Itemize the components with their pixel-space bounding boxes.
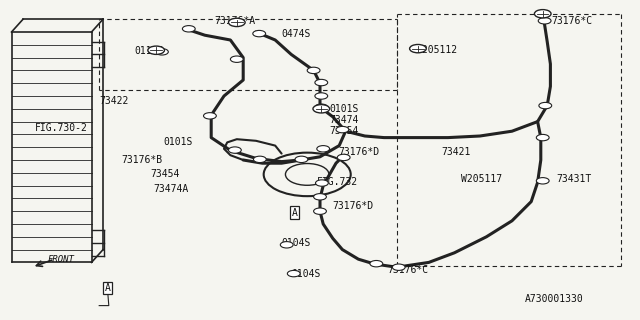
Text: A: A: [291, 208, 298, 218]
Text: 0118S: 0118S: [134, 46, 164, 56]
Text: 0104S: 0104S: [291, 268, 321, 279]
Text: A730001330: A730001330: [525, 294, 584, 304]
Circle shape: [295, 156, 308, 163]
Circle shape: [410, 44, 426, 53]
Circle shape: [337, 154, 350, 161]
Circle shape: [370, 260, 383, 267]
Text: W205112: W205112: [416, 44, 457, 55]
Circle shape: [539, 102, 552, 109]
Circle shape: [253, 30, 266, 37]
Text: 0104S: 0104S: [282, 238, 311, 248]
Circle shape: [280, 242, 293, 248]
Text: 73176*C: 73176*C: [387, 265, 428, 276]
Circle shape: [317, 146, 330, 152]
Text: 73422: 73422: [99, 96, 129, 106]
Text: 73176*D: 73176*D: [338, 147, 379, 157]
Circle shape: [148, 46, 164, 54]
Circle shape: [316, 180, 328, 186]
Circle shape: [156, 49, 168, 55]
Circle shape: [253, 156, 266, 163]
Text: 73431T: 73431T: [557, 174, 592, 184]
Text: 73176*D: 73176*D: [333, 201, 374, 212]
Text: A: A: [104, 283, 111, 293]
Text: 73474A: 73474A: [154, 184, 189, 194]
Circle shape: [230, 56, 243, 62]
Circle shape: [228, 147, 241, 153]
Circle shape: [287, 270, 300, 277]
Text: 0474S: 0474S: [282, 28, 311, 39]
Circle shape: [315, 79, 328, 86]
Circle shape: [307, 67, 320, 74]
Circle shape: [538, 18, 551, 24]
Text: W205117: W205117: [461, 174, 502, 184]
Text: FIG.730-2: FIG.730-2: [35, 123, 88, 133]
Circle shape: [182, 26, 195, 32]
Circle shape: [315, 93, 328, 99]
Circle shape: [314, 208, 326, 214]
Text: 73176*B: 73176*B: [122, 155, 163, 165]
Text: 73454: 73454: [150, 169, 180, 180]
Text: FIG.732: FIG.732: [317, 177, 358, 188]
Circle shape: [313, 105, 330, 113]
Text: 73421: 73421: [442, 147, 471, 157]
Circle shape: [536, 134, 549, 141]
Circle shape: [392, 264, 405, 270]
Circle shape: [336, 126, 349, 133]
Text: 0101S: 0101S: [163, 137, 193, 148]
Circle shape: [204, 113, 216, 119]
Circle shape: [536, 178, 549, 184]
Circle shape: [228, 18, 245, 27]
Circle shape: [534, 10, 551, 18]
Text: 73474: 73474: [330, 115, 359, 125]
Text: FRONT: FRONT: [48, 255, 75, 264]
Circle shape: [314, 194, 326, 200]
Text: 73176*C: 73176*C: [552, 16, 593, 26]
Text: 73176*A: 73176*A: [214, 16, 255, 26]
Text: 73454: 73454: [330, 126, 359, 136]
Text: 0101S: 0101S: [330, 104, 359, 114]
Circle shape: [315, 104, 328, 110]
